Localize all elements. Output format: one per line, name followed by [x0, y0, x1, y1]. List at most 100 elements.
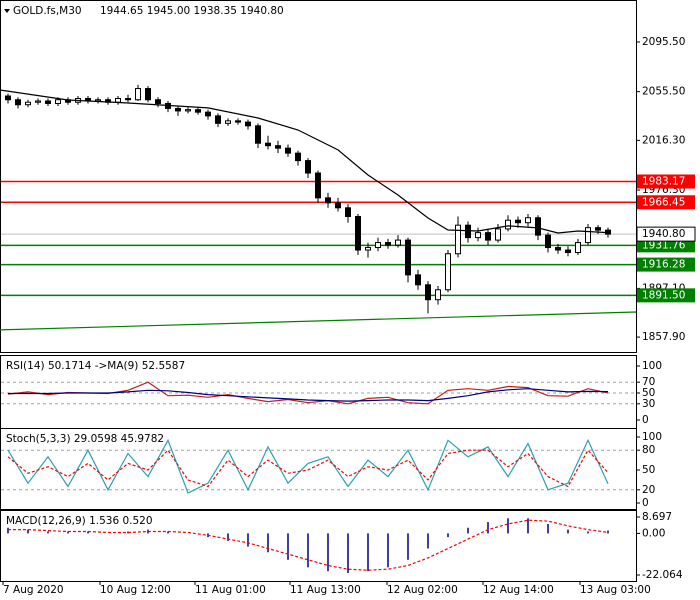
- series-line: [0, 89, 609, 234]
- panel-title: MACD(12,26,9) 1.536 0.520: [6, 515, 153, 527]
- panel-frame: [0, 428, 637, 510]
- level-label-box: [637, 238, 695, 253]
- candle-body: [245, 121, 251, 127]
- candle-body: [345, 207, 351, 217]
- candle-body: [585, 227, 591, 244]
- candle-body: [475, 232, 481, 239]
- candle-body: [35, 100, 41, 103]
- level-label: 1916.28: [642, 259, 685, 271]
- candle-body: [185, 109, 191, 112]
- level-label-box: [637, 174, 695, 189]
- x-tick-label: 11 Aug 13:00: [290, 584, 361, 596]
- candle-body: [5, 95, 11, 101]
- candle-body: [25, 101, 31, 106]
- candle-body: [565, 249, 571, 254]
- candle-body: [325, 197, 331, 204]
- candle-body: [455, 224, 461, 255]
- candle-body: [205, 111, 211, 117]
- series-line: [7, 438, 609, 494]
- candle-body: [425, 284, 431, 301]
- y-tick-label: -22.064: [642, 569, 683, 581]
- y-tick-label: 100: [642, 360, 662, 372]
- x-tick-label: 12 Aug 02:00: [387, 584, 458, 596]
- x-tick-label: 10 Aug 12:00: [100, 584, 171, 596]
- panel-title: Stoch(5,3,3) 29.0598 45.9782: [6, 433, 164, 445]
- x-tick-label: 11 Aug 01:00: [195, 584, 266, 596]
- series-line: [8, 388, 609, 402]
- candle-body: [315, 172, 321, 199]
- y-tick-label: 2016.30: [642, 134, 685, 146]
- candle-body: [305, 160, 311, 174]
- y-tick-label: 50: [642, 464, 655, 476]
- series-line: [7, 449, 609, 488]
- candle-body: [145, 88, 151, 101]
- candle-body: [285, 147, 291, 154]
- y-tick-label: 70: [642, 376, 655, 388]
- candle-body: [575, 242, 581, 254]
- level-label-box: [637, 257, 695, 272]
- level-label: 1891.50: [642, 289, 685, 301]
- y-tick-label: 0.00: [642, 527, 665, 539]
- candle-body: [135, 88, 141, 101]
- y-tick-label: 2055.50: [642, 86, 685, 98]
- y-tick-label: 8.697: [642, 511, 672, 523]
- candle-body: [95, 99, 101, 102]
- panel-frame: [0, 0, 637, 353]
- candle-body: [215, 115, 221, 124]
- x-tick-label: 13 Aug 03:00: [580, 584, 651, 596]
- candle-body: [515, 219, 521, 224]
- candle-body: [235, 120, 241, 123]
- level-label: 1966.45: [642, 196, 685, 208]
- x-tick-label: 7 Aug 2020: [3, 584, 64, 596]
- candle-body: [265, 142, 271, 147]
- candle-body: [405, 239, 411, 276]
- last-price-box: [636, 226, 696, 242]
- candle-body: [335, 202, 341, 209]
- candle-body: [535, 217, 541, 236]
- candle-body: [485, 232, 491, 241]
- candle-body: [555, 247, 561, 251]
- candle-body: [195, 109, 201, 113]
- y-tick-label: 20: [642, 484, 655, 496]
- y-tick-label: 0: [642, 497, 649, 509]
- candle-body: [595, 227, 601, 231]
- y-tick-label: 100: [642, 431, 662, 443]
- candle-body: [225, 120, 231, 124]
- candle-body: [55, 99, 61, 104]
- collapse-arrow: [4, 9, 10, 13]
- panel-frame: [0, 510, 637, 582]
- candle-body: [355, 215, 361, 251]
- candle-body: [125, 97, 131, 101]
- y-tick-label: 2095.50: [642, 36, 685, 48]
- candle-body: [395, 239, 401, 246]
- y-tick-label: 1857.90: [642, 331, 685, 343]
- y-tick-label: 0: [642, 414, 649, 426]
- candle-body: [495, 228, 501, 241]
- candle-body: [275, 145, 281, 149]
- y-tick-label: 30: [642, 398, 655, 410]
- candle-body: [415, 274, 421, 286]
- candle-body: [115, 97, 121, 103]
- candle-body: [545, 234, 551, 249]
- series-line: [0, 311, 637, 331]
- candle-body: [375, 242, 381, 249]
- candle-body: [505, 219, 511, 230]
- chart-info: 1944.65 1945.00 1938.35 1940.80: [100, 5, 284, 17]
- candle-body: [525, 217, 531, 224]
- series-line: [8, 519, 609, 571]
- last-price-label: 1940.80: [642, 228, 685, 240]
- candle-body: [385, 242, 391, 246]
- chart-title: GOLD.fs,M30: [13, 5, 82, 17]
- level-label-box: [637, 195, 695, 210]
- candle-body: [175, 107, 181, 112]
- y-tick-label: 80: [642, 444, 655, 456]
- candle-body: [255, 125, 261, 144]
- candle-body: [365, 247, 371, 251]
- candle-body: [45, 100, 51, 104]
- candle-body: [15, 99, 21, 106]
- level-label-box: [637, 288, 695, 303]
- level-label: 1931.76: [642, 239, 686, 251]
- candle-body: [465, 224, 471, 239]
- y-tick-label: 50: [642, 387, 655, 399]
